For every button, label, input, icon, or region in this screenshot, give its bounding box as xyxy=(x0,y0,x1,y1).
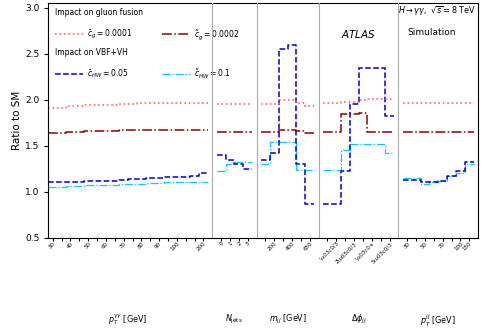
Text: Simulation: Simulation xyxy=(407,28,456,37)
Y-axis label: Ratio to SM: Ratio to SM xyxy=(12,91,22,150)
Text: Impact on VBF+VH: Impact on VBF+VH xyxy=(55,48,128,57)
Text: $p_T^{\gamma\gamma}$ [GeV]: $p_T^{\gamma\gamma}$ [GeV] xyxy=(109,313,148,327)
Text: $p_T^{jj}$ [GeV]: $p_T^{jj}$ [GeV] xyxy=(421,313,456,329)
Text: $\tilde{c}_{HW} = 0.1$: $\tilde{c}_{HW} = 0.1$ xyxy=(195,68,231,81)
Text: $\tilde{c}_g = 0.0002$: $\tilde{c}_g = 0.0002$ xyxy=(195,28,240,42)
Text: $\Delta\phi_{jj}$: $\Delta\phi_{jj}$ xyxy=(351,313,367,326)
Text: $\bf{\it{ATLAS}}$: $\bf{\it{ATLAS}}$ xyxy=(341,28,376,40)
Text: $\bar{c}_{HW} = 0.05$: $\bar{c}_{HW} = 0.05$ xyxy=(87,68,128,80)
Text: $\bar{c}_g = 0.0001$: $\bar{c}_g = 0.0001$ xyxy=(87,28,132,41)
Text: Impact on gluon fusion: Impact on gluon fusion xyxy=(55,8,143,17)
Text: $H \to \gamma\gamma,\ \sqrt{s} = 8\ \mathrm{TeV}$: $H \to \gamma\gamma,\ \sqrt{s} = 8\ \mat… xyxy=(398,5,476,18)
Text: $m_{jj}$ [GeV]: $m_{jj}$ [GeV] xyxy=(269,313,307,326)
Text: $N_{\rm jets}$: $N_{\rm jets}$ xyxy=(226,313,243,326)
